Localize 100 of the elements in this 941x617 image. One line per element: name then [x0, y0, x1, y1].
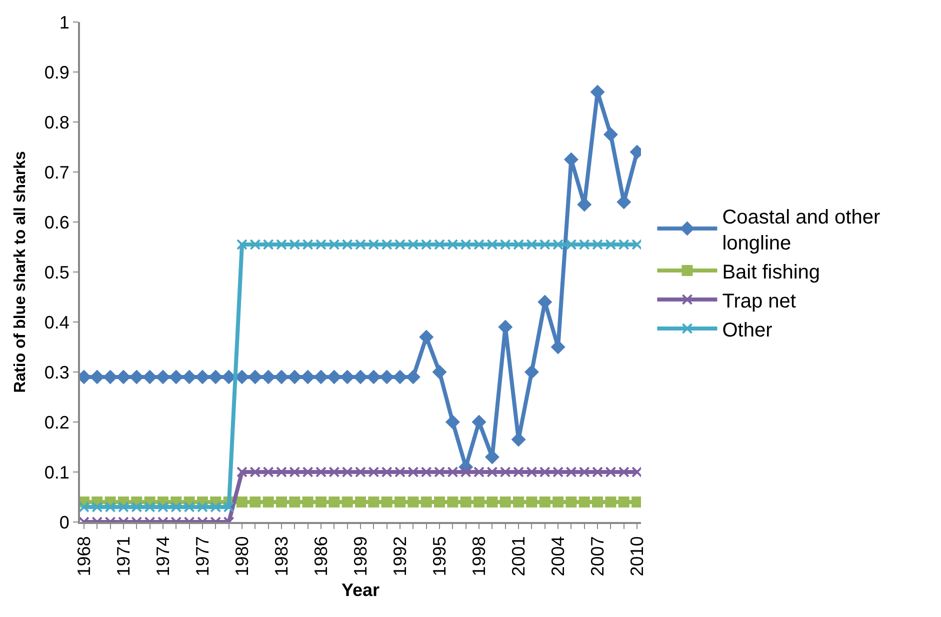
point — [315, 466, 326, 478]
point — [118, 502, 129, 512]
point — [274, 370, 288, 384]
point — [539, 496, 550, 508]
point — [368, 239, 380, 250]
point — [474, 466, 485, 478]
legend-label: Other — [722, 319, 773, 342]
x-tick-label: 1980 — [232, 536, 252, 576]
point — [460, 239, 472, 250]
point — [355, 466, 366, 478]
point — [564, 152, 578, 166]
point — [474, 239, 485, 250]
point — [368, 466, 380, 478]
point — [618, 239, 630, 250]
point — [618, 496, 630, 508]
point — [328, 239, 340, 250]
point — [447, 496, 458, 508]
point — [578, 466, 590, 478]
y-tick-label: 0.2 — [44, 412, 70, 432]
point — [116, 370, 130, 384]
point — [328, 466, 340, 478]
point — [513, 239, 524, 250]
point — [289, 466, 300, 478]
x-tick-label: 1986 — [310, 536, 331, 576]
point — [604, 128, 618, 142]
point — [276, 496, 287, 508]
x-tick-label: 1989 — [350, 536, 370, 576]
point — [447, 466, 458, 478]
point — [605, 239, 616, 250]
point — [250, 496, 261, 508]
point — [512, 432, 526, 446]
point — [460, 496, 472, 508]
point — [420, 239, 432, 250]
point — [184, 502, 195, 512]
point — [474, 496, 485, 508]
point — [578, 198, 592, 212]
point — [355, 496, 366, 508]
point — [394, 239, 406, 250]
point — [142, 370, 157, 384]
point — [381, 496, 392, 508]
x-tick-label: 1974 — [152, 536, 173, 576]
point — [486, 239, 498, 250]
point — [223, 502, 234, 512]
point — [103, 370, 118, 384]
x-tick-label: 1971 — [113, 536, 134, 576]
point — [235, 370, 249, 384]
point — [288, 370, 302, 384]
point — [276, 239, 287, 250]
point — [590, 85, 604, 99]
point — [354, 370, 368, 384]
x-tick-label: 1968 — [74, 536, 94, 576]
point — [406, 370, 420, 384]
point — [552, 239, 564, 250]
point — [302, 239, 314, 250]
point — [342, 496, 353, 508]
point — [592, 496, 604, 508]
point — [236, 496, 248, 508]
point — [170, 502, 182, 512]
point — [539, 466, 550, 478]
point — [420, 330, 434, 344]
point — [420, 496, 432, 508]
x-tick-label: 1983 — [271, 536, 292, 576]
point — [314, 370, 328, 384]
point — [500, 239, 511, 250]
y-tick-label: 0.7 — [44, 162, 70, 182]
point — [500, 496, 511, 508]
point — [342, 466, 353, 478]
point — [578, 239, 590, 250]
point — [289, 239, 300, 250]
point — [618, 466, 630, 478]
point — [157, 502, 168, 512]
y-tick-label: 0.3 — [44, 362, 70, 382]
point — [446, 415, 460, 429]
legend-label: Coastal and other longline — [722, 206, 880, 254]
point — [434, 466, 446, 478]
point — [381, 466, 392, 478]
point — [551, 340, 565, 354]
point — [355, 239, 366, 250]
legend-label: Bait fishing — [722, 261, 820, 284]
point — [513, 496, 524, 508]
point — [447, 239, 458, 250]
x-tick-label: 1977 — [192, 536, 212, 576]
point — [408, 466, 419, 478]
point — [434, 496, 446, 508]
point — [486, 496, 498, 508]
y-axis-title: Ratio of blue shark to all sharks — [12, 150, 29, 393]
point — [302, 466, 314, 478]
point — [498, 320, 512, 334]
point — [552, 466, 564, 478]
point — [276, 466, 287, 478]
point — [526, 496, 538, 508]
x-tick-label: 2010 — [626, 536, 647, 576]
point — [393, 370, 407, 384]
point — [420, 466, 432, 478]
point — [156, 370, 170, 384]
x-tick-label: 2001 — [508, 536, 528, 576]
y-tick-label: 0.5 — [44, 262, 70, 282]
point — [605, 466, 616, 478]
point — [130, 370, 144, 384]
point — [261, 370, 276, 384]
